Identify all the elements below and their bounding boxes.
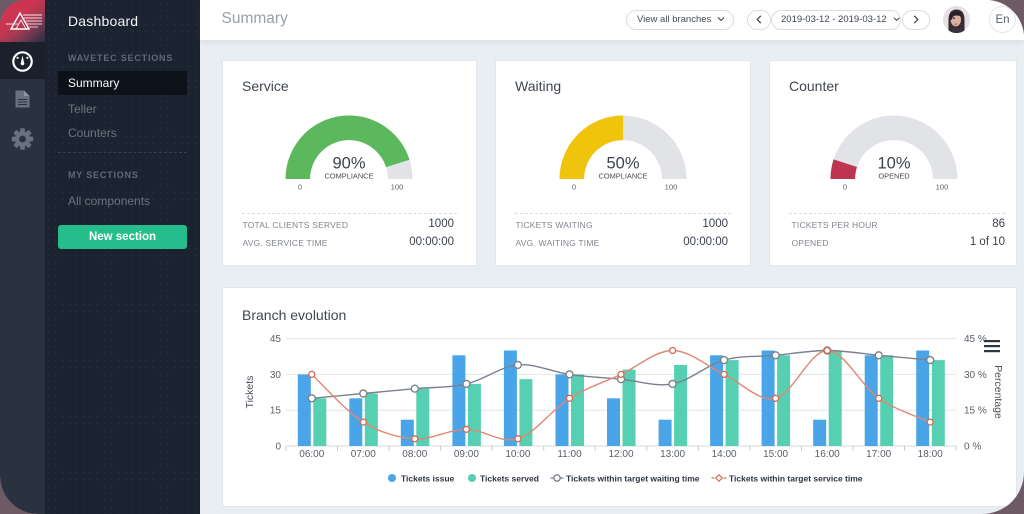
svg-text:14:00: 14:00 [712, 449, 737, 460]
svg-text:0: 0 [572, 183, 576, 192]
svg-text:Tickets within target service: Tickets within target service time [729, 474, 863, 484]
svg-text:12:00: 12:00 [608, 449, 633, 460]
svg-text:Tickets within target waiting: Tickets within target waiting time [566, 474, 700, 484]
svg-text:06:00: 06:00 [299, 449, 324, 460]
svg-text:COMPLIANCE: COMPLIANCE [599, 172, 648, 181]
svg-text:100: 100 [391, 183, 404, 192]
svg-text:30 %: 30 % [964, 370, 987, 381]
svg-text:90%: 90% [332, 155, 365, 173]
svg-text:COMPLIANCE: COMPLIANCE [325, 172, 374, 181]
svg-text:OPENED: OPENED [878, 172, 909, 181]
svg-text:0 %: 0 % [964, 442, 981, 453]
svg-text:15: 15 [270, 406, 282, 417]
svg-text:09:00: 09:00 [454, 449, 479, 460]
svg-text:Tickets issue: Tickets issue [401, 474, 455, 484]
svg-text:0: 0 [843, 183, 847, 192]
svg-text:45 %: 45 % [964, 334, 987, 345]
svg-text:Tickets served: Tickets served [480, 474, 539, 484]
svg-text:100: 100 [936, 183, 949, 192]
svg-text:10%: 10% [877, 155, 910, 173]
svg-text:17:00: 17:00 [866, 449, 891, 460]
svg-text:13:00: 13:00 [660, 449, 685, 460]
svg-text:45: 45 [270, 334, 282, 345]
svg-text:0: 0 [275, 442, 281, 453]
svg-text:11:00: 11:00 [557, 449, 582, 460]
svg-text:0: 0 [298, 183, 302, 192]
svg-text:100: 100 [665, 183, 678, 192]
svg-text:15 %: 15 % [964, 406, 987, 417]
svg-text:10:00: 10:00 [505, 449, 530, 460]
svg-text:50%: 50% [606, 155, 639, 173]
svg-text:30: 30 [270, 370, 282, 381]
svg-text:07:00: 07:00 [351, 449, 376, 460]
svg-text:15:00: 15:00 [763, 449, 788, 460]
svg-text:Tickets: Tickets [244, 376, 256, 409]
svg-text:08:00: 08:00 [402, 449, 427, 460]
svg-text:18:00: 18:00 [918, 449, 943, 460]
svg-text:16:00: 16:00 [815, 449, 840, 460]
svg-text:Percentage: Percentage [992, 365, 1004, 419]
